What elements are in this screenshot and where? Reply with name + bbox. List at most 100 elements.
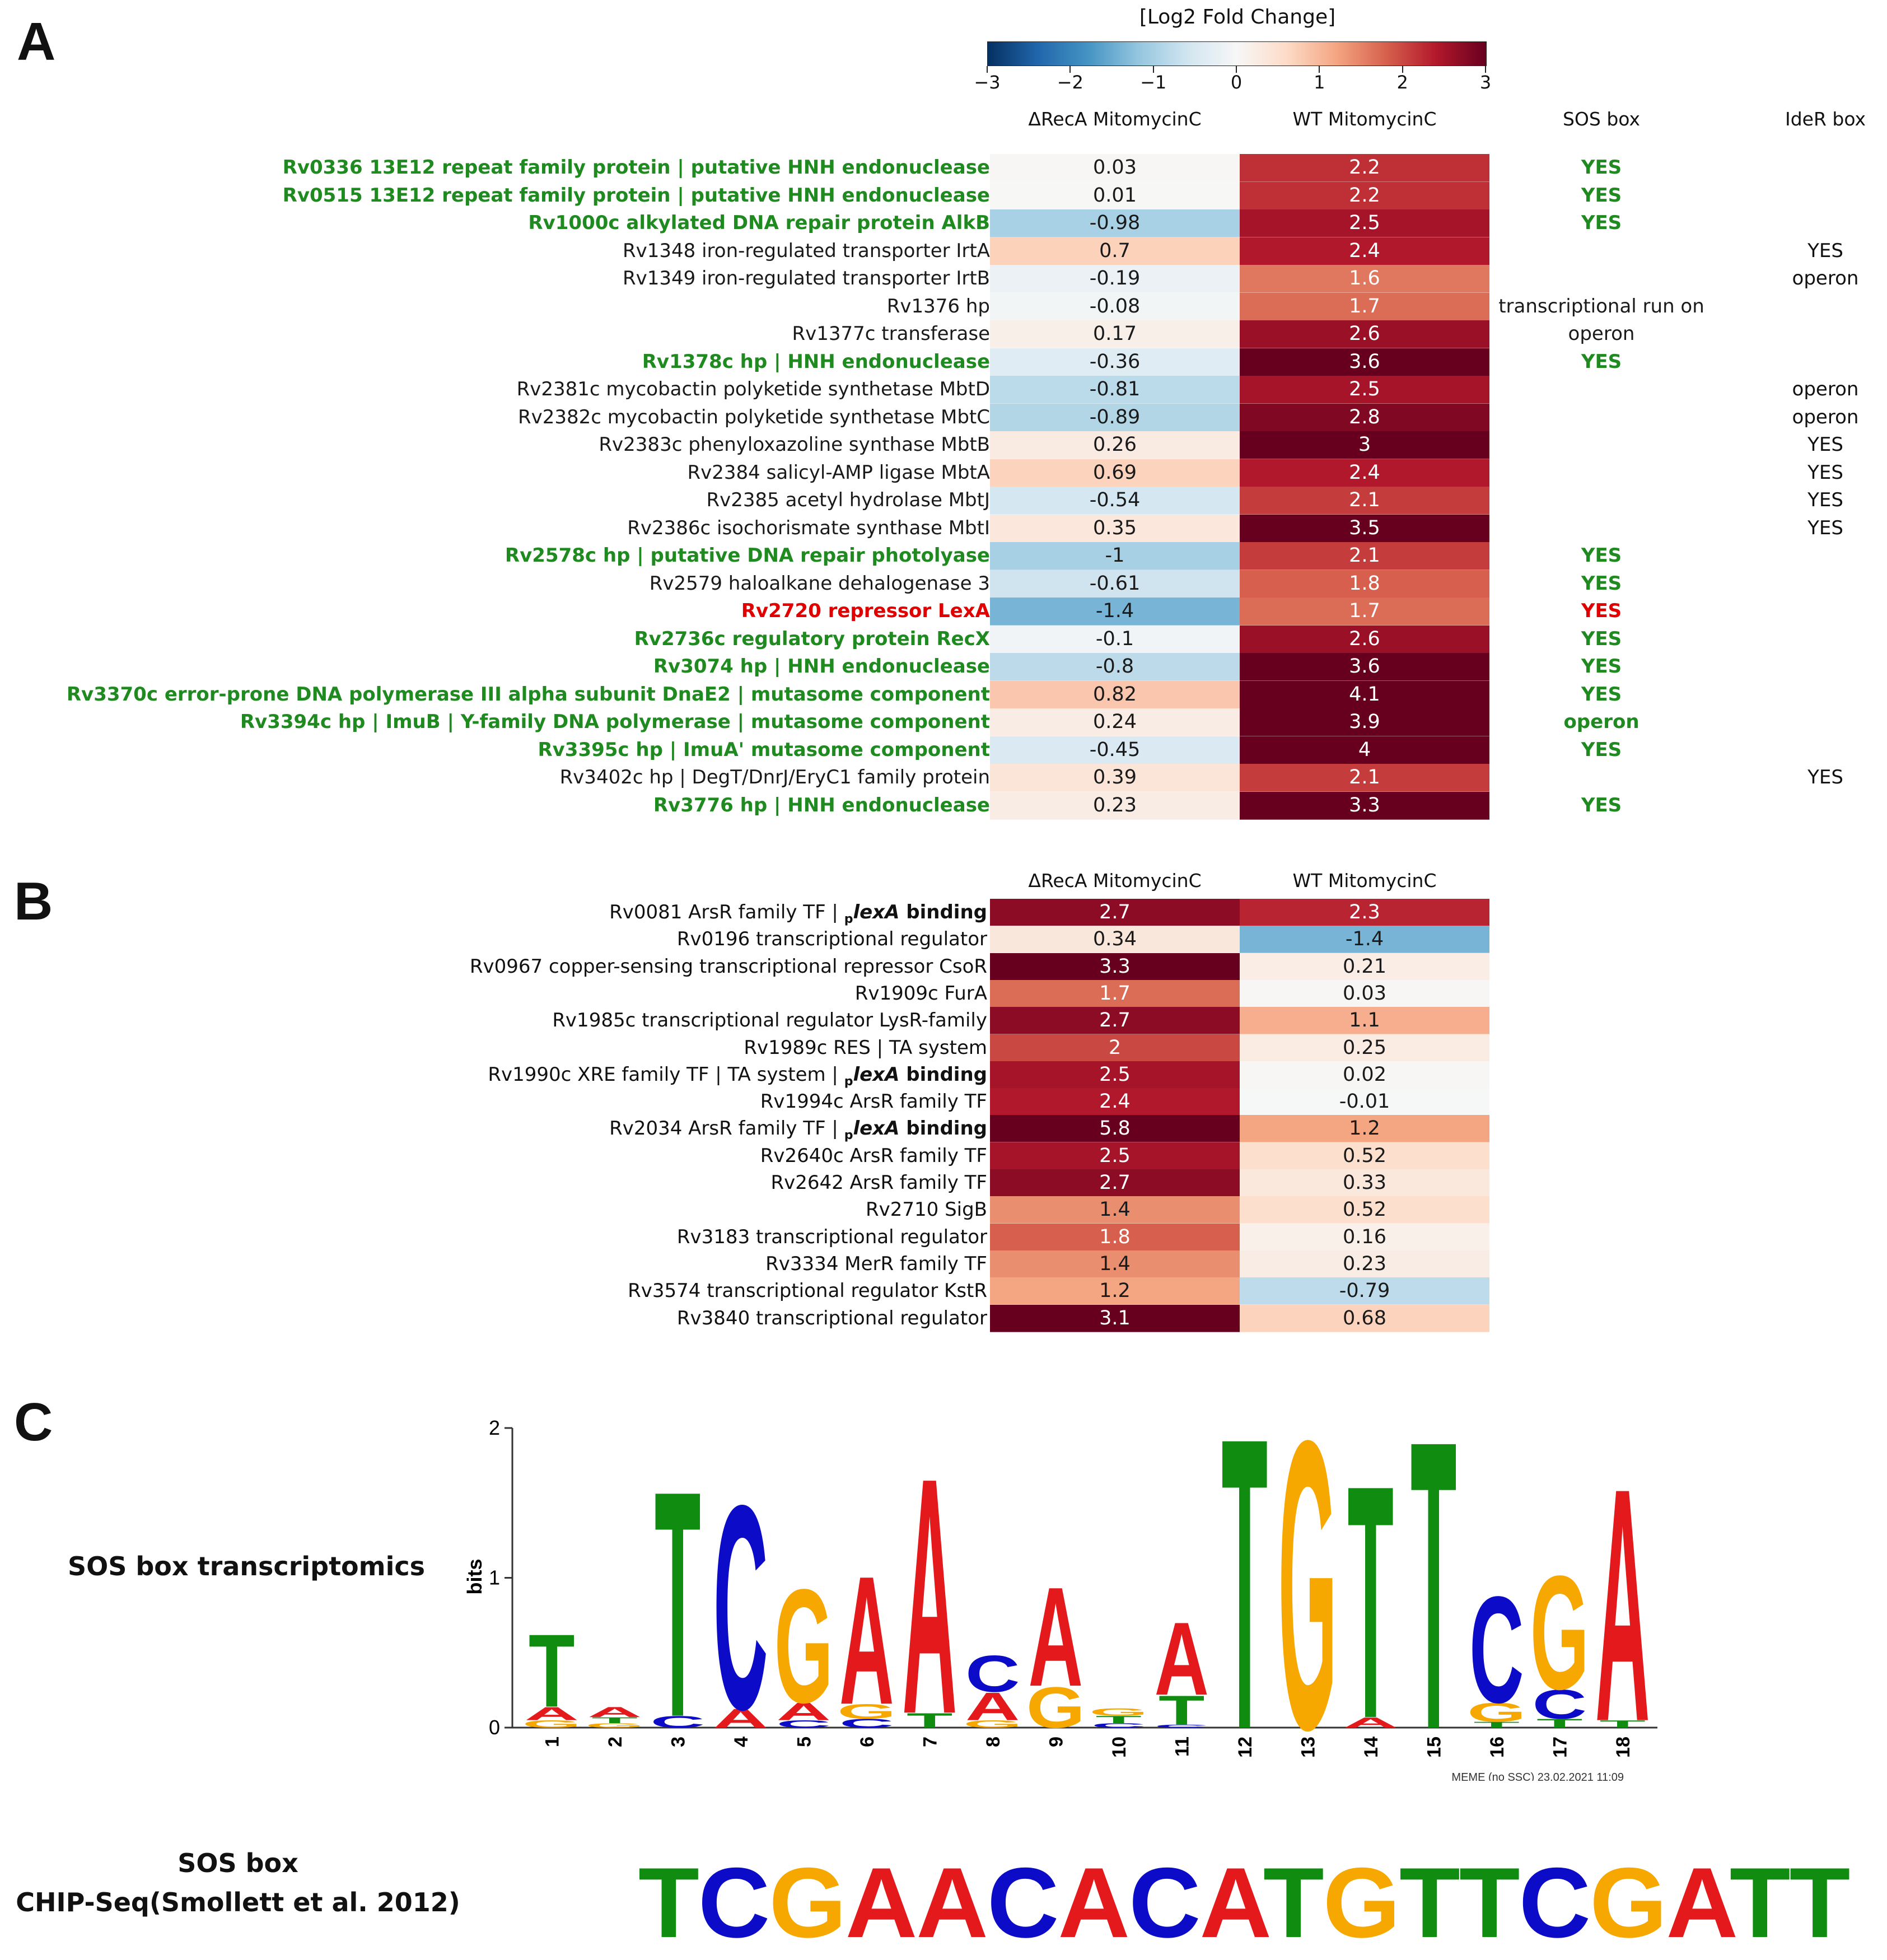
heatmap-cell: 2.7 xyxy=(990,899,1240,926)
sos-box-value: YES xyxy=(1581,544,1622,567)
heatmap-cell: 1.8 xyxy=(990,1223,1240,1251)
heatmap-row: Rv3402c hp | DegT/DnrJ/EryC1 family prot… xyxy=(0,764,1887,792)
panel-letter-b: B xyxy=(14,871,53,931)
gene-label: Rv2578c hp | putative DNA repair photoly… xyxy=(505,544,990,567)
logo-letter: T xyxy=(1474,1720,1520,1730)
colorbar-tick-label: −2 xyxy=(1057,72,1083,93)
heatmap-cell: 0.24 xyxy=(990,708,1240,736)
colorbar-tick-mark xyxy=(1485,66,1486,73)
heatmap-cell: 0.21 xyxy=(1240,953,1489,981)
heatmap-cell: 3.3 xyxy=(1240,791,1489,820)
ider-box-value: YES xyxy=(1807,516,1843,539)
gene-label: Rv2384 salicyl-AMP ligase MbtA xyxy=(687,461,990,484)
heatmap-cell: -0.89 xyxy=(990,403,1240,432)
sos-box-value: transcriptional run on xyxy=(1498,295,1704,318)
sos-chip-label-line1: SOS box xyxy=(178,1848,298,1878)
heatmap-cell: 1.4 xyxy=(990,1250,1240,1278)
logo-letter: T xyxy=(1222,1389,1268,1781)
heatmap-cell: 2.8 xyxy=(1240,403,1489,432)
heatmap-cell: 0.82 xyxy=(990,680,1240,709)
heatmap-cell: 3.3 xyxy=(990,953,1240,981)
heatmap-row: Rv2642 ArsR family TF 2.7 0.33 xyxy=(0,1169,1887,1197)
logo-position-label: 1 xyxy=(541,1737,563,1747)
ider-box-value: operon xyxy=(1792,267,1859,290)
heatmap-cell: 2.6 xyxy=(1240,320,1489,348)
logo-letter: T xyxy=(1159,1687,1204,1734)
ider-box-value: YES xyxy=(1807,433,1843,456)
a-header-ider: IdeR box xyxy=(1785,108,1866,130)
sos-box-value: YES xyxy=(1581,627,1622,650)
logo-letter: T xyxy=(655,1424,700,1781)
heatmap-row: Rv2383c phenyloxazoline synthase MbtB 0.2… xyxy=(0,431,1887,459)
heatmap-cell: -0.36 xyxy=(990,348,1240,376)
heatmap-cell: 2.1 xyxy=(1240,764,1489,792)
a-header-recA: ΔRecA MitomycinC xyxy=(1028,108,1202,130)
sos-box-value: YES xyxy=(1581,655,1622,678)
ider-box-value: YES xyxy=(1807,489,1843,511)
heatmap-row: Rv1377c transferase 0.17 2.6 operon xyxy=(0,320,1887,348)
heatmap-row: Rv2385 acetyl hydrolase MbtJ -0.54 2.1 YES xyxy=(0,487,1887,515)
gene-label: Rv0967 copper-sensing transcriptional re… xyxy=(469,955,987,978)
gene-label: Rv3395c hp | ImuA' mutasome component xyxy=(538,738,990,761)
logo-position-label: 16 xyxy=(1487,1737,1508,1758)
sequence-letter: G xyxy=(1323,1847,1400,1958)
sequence-letter: T xyxy=(1263,1847,1324,1958)
heatmap-cell: 0.68 xyxy=(1240,1304,1489,1332)
heatmap-cell: 0.23 xyxy=(1240,1250,1489,1278)
colorbar-tick-mark xyxy=(1236,66,1237,73)
ider-box-value: YES xyxy=(1807,239,1843,262)
logo-letter: C xyxy=(777,1718,831,1730)
heatmap-cell: -0.8 xyxy=(990,653,1240,681)
gene-label: Rv3840 transcriptional regulator xyxy=(676,1306,987,1329)
heatmap-row: Rv2720 repressor LexA -1.4 1.7 YES xyxy=(0,598,1887,626)
gene-label: Rv3776 hp | HNH endonuclease xyxy=(653,794,990,816)
logo-position-label: 8 xyxy=(983,1737,1004,1747)
logo-letter: C xyxy=(1155,1724,1209,1728)
heatmap-row: Rv3395c hp | ImuA' mutasome component -0.… xyxy=(0,736,1887,764)
gene-label: Rv2579 haloalkane dehalogenase 3 xyxy=(649,572,990,595)
b-header-wt: WT MitomycinC xyxy=(1292,870,1437,892)
heatmap-cell: 0.26 xyxy=(990,431,1240,459)
heatmap-cell: 2.1 xyxy=(1240,487,1489,515)
sequence-letter: C xyxy=(987,1847,1059,1958)
gene-label: Rv2736c regulatory protein RecX xyxy=(634,627,990,650)
logo-position-label: 17 xyxy=(1549,1737,1571,1758)
sequence-letter: A xyxy=(916,1847,988,1958)
gene-label: Rv0196 transcriptional regulator xyxy=(676,928,987,951)
logo-letter: G xyxy=(837,1700,896,1723)
logo-letter: G xyxy=(1530,1542,1589,1723)
heatmap-row: Rv2381c mycobactin polyketide synthetase… xyxy=(0,376,1887,404)
colorbar xyxy=(987,41,1487,66)
colorbar-title: [Log2 Fold Change] xyxy=(1139,6,1336,29)
heatmap-row: Rv1909c FurA 1.7 0.03 xyxy=(0,979,1887,1007)
logo-letter: A xyxy=(839,1539,894,1743)
logo-letter: A xyxy=(1155,1601,1209,1717)
gene-label: Rv1000c alkylated DNA repair protein Alk… xyxy=(528,212,990,234)
heatmap-cell: 0.52 xyxy=(1240,1196,1489,1224)
sequence-logo: 012bitsGAT1GTA2CT3AC4CAG5CGA6TA7GAC8GA9C… xyxy=(463,1389,1657,1781)
heatmap-cell: 1.7 xyxy=(1240,598,1489,626)
heatmap-row: Rv2386c isochorismate synthase MbtI 0.35 3… xyxy=(0,514,1887,543)
heatmap-cell: 2.2 xyxy=(1240,181,1489,210)
heatmap-cell: 0.17 xyxy=(990,320,1240,348)
heatmap-cell: 0.33 xyxy=(1240,1169,1489,1197)
logo-y-tick-label: 0 xyxy=(489,1716,500,1739)
heatmap-cell: 3.9 xyxy=(1240,708,1489,736)
heatmap-cell: 2.1 xyxy=(1240,542,1489,570)
heatmap-row: Rv0967 copper-sensing transcriptional re… xyxy=(0,953,1887,981)
colorbar-tick-mark xyxy=(1319,66,1320,73)
sos-chip-label-line2: CHIP-Seq(Smollett et al. 2012) xyxy=(16,1887,460,1917)
heatmap-cell: -0.19 xyxy=(990,265,1240,293)
heatmap-cell: 2 xyxy=(990,1034,1240,1062)
sos-box-value: YES xyxy=(1581,156,1622,179)
colorbar-tick-mark xyxy=(1069,66,1071,73)
heatmap-cell: -0.81 xyxy=(990,376,1240,404)
logo-letter: T xyxy=(592,1716,638,1725)
logo-letter: A xyxy=(777,1698,831,1726)
heatmap-cell: 2.7 xyxy=(990,1169,1240,1197)
heatmap-cell: 2.3 xyxy=(1240,899,1489,926)
heatmap-cell: 1.7 xyxy=(1240,292,1489,321)
gene-label: Rv3074 hp | HNH endonuclease xyxy=(653,655,990,678)
heatmap-cell: 0.34 xyxy=(990,926,1240,954)
sequence-letter: A xyxy=(845,1847,918,1958)
